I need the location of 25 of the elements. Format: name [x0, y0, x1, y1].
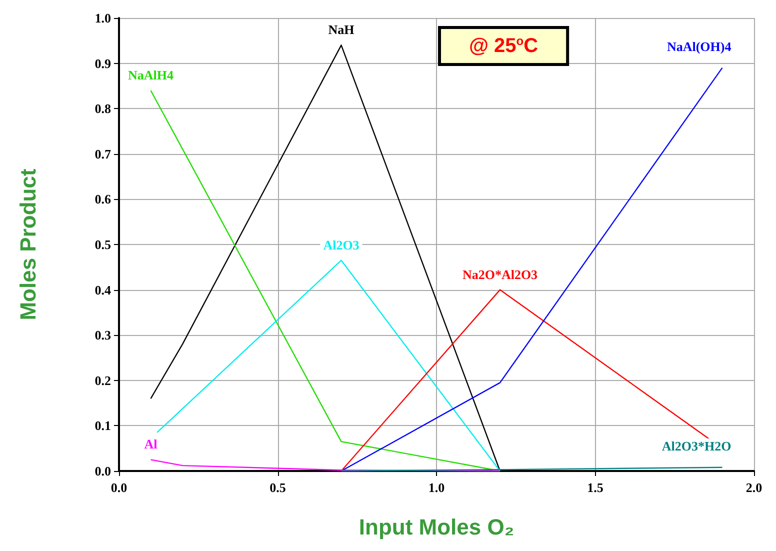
series-label: Al2O3*H2O	[662, 438, 732, 454]
y-tick-label: 1.0	[94, 10, 111, 26]
y-tick-label: 0.4	[94, 282, 112, 298]
series-label: NaH	[328, 22, 354, 38]
y-tick-label: 0.3	[94, 328, 112, 343]
series-label: Na2O*Al2O3	[462, 266, 538, 282]
x-tick-label: 0.0	[110, 480, 128, 495]
x-tick-label: 0.5	[270, 480, 286, 495]
y-tick-label: 0.1	[94, 418, 111, 434]
y-tick-label: 0.9	[94, 56, 112, 71]
series-label: NaAlH4	[128, 67, 174, 82]
series-label: Al	[144, 436, 158, 452]
y-tick-label: 0.8	[94, 101, 112, 116]
y-tick-label: 0.7	[94, 146, 112, 162]
y-tick-label: 0.0	[94, 464, 111, 478]
series-label: NaAl(OH)4	[666, 38, 732, 54]
x-tick-label: 1.0	[428, 480, 445, 495]
x-tick-label: 2.0	[746, 480, 762, 495]
x-tick-label: 1.5	[587, 480, 604, 495]
series-label: Al2O3	[323, 237, 360, 252]
y-tick-label: 0.6	[94, 192, 112, 207]
x-axis-title: Input Moles O₂	[358, 514, 514, 540]
y-tick-label: 0.2	[94, 372, 111, 388]
y-axis-title: Moles Product	[16, 168, 40, 320]
y-tick-label: 0.5	[94, 237, 112, 252]
